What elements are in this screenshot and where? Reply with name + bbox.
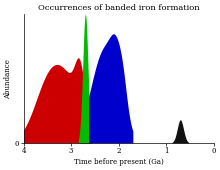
Title: Occurrences of banded iron formation: Occurrences of banded iron formation [38, 4, 199, 12]
Y-axis label: Abundance: Abundance [4, 59, 12, 99]
X-axis label: Time before present (Ga): Time before present (Ga) [74, 158, 163, 166]
